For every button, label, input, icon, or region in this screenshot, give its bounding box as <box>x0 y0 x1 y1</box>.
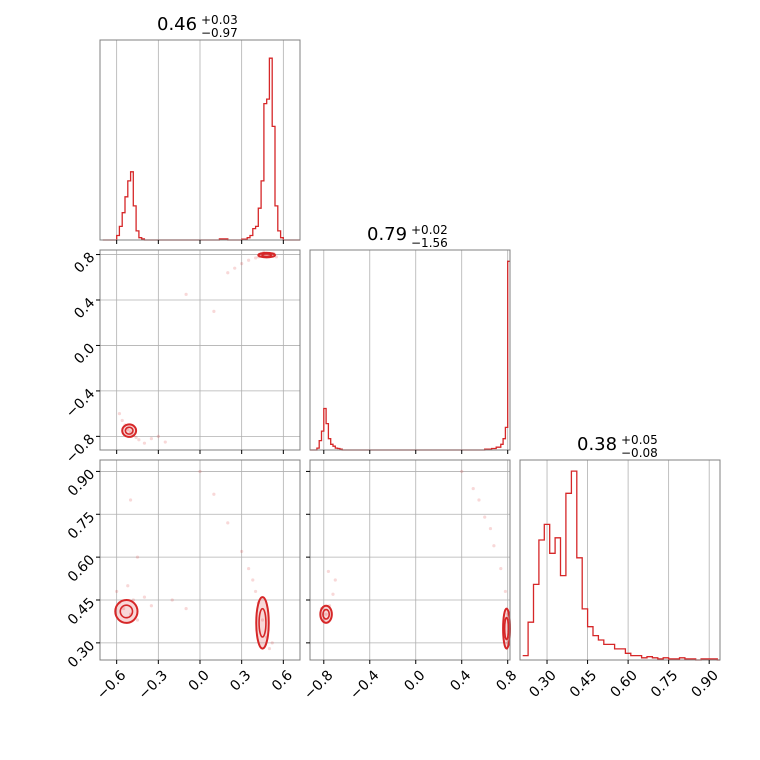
scatter-point <box>471 486 475 491</box>
scatter-point <box>253 256 258 260</box>
density-contour-outer <box>319 604 333 624</box>
density-contour-inner <box>322 608 331 620</box>
density-contour-outer <box>114 599 139 624</box>
scatter-point <box>184 606 188 611</box>
panel-frame <box>309 249 511 451</box>
scatter-point <box>333 578 337 582</box>
scatter-point <box>233 266 237 270</box>
scatter-point <box>492 544 496 548</box>
scatter-point <box>226 271 230 275</box>
histogram-step <box>310 260 510 451</box>
title-2-sup: +0.02 <box>411 223 448 237</box>
scatter-point <box>120 418 124 423</box>
panel-frame <box>519 459 721 661</box>
title-param-1: 0.46 +0.03 −0.97 <box>157 13 238 40</box>
density-contour-inner <box>261 253 273 258</box>
scatter-point <box>184 292 188 296</box>
scatter-point <box>135 555 140 559</box>
title-1-sub: −0.97 <box>201 26 238 40</box>
scatter-point <box>477 498 481 502</box>
scatter-point <box>115 589 119 594</box>
scatter-point <box>460 469 464 474</box>
density-contour-inner <box>258 607 267 638</box>
scatter-point <box>326 569 330 574</box>
scatter-point <box>260 618 265 622</box>
scatter-point <box>240 262 244 266</box>
scatter-point <box>212 492 216 496</box>
title-1-main: 0.46 <box>157 14 197 35</box>
scatter-point <box>126 584 130 588</box>
scatter-point <box>226 521 230 525</box>
scatter-point <box>142 595 147 599</box>
scatter-point <box>163 440 167 444</box>
density-contour-outer <box>121 423 138 438</box>
scatter-point <box>134 435 138 440</box>
scatter-point <box>128 498 133 502</box>
scatter-point <box>149 437 153 441</box>
scatter-point <box>128 430 133 434</box>
title-param-2: 0.79 +0.02 −1.56 <box>367 223 448 250</box>
scatter-point <box>251 578 255 582</box>
scatter-point <box>117 412 122 416</box>
density-contour-inner <box>503 616 510 641</box>
scatter-point <box>247 258 251 262</box>
scatter-point <box>324 612 328 616</box>
density-contour-inner <box>124 426 134 435</box>
scatter-point <box>149 604 153 608</box>
scatter-point <box>126 427 130 432</box>
panel-frame <box>309 459 511 661</box>
title-3-sub: −0.08 <box>621 446 658 460</box>
scatter-point <box>267 646 272 651</box>
title-2-main: 0.79 <box>367 224 407 245</box>
scatter-point <box>212 309 216 313</box>
density-contour-outer <box>255 596 270 650</box>
scatter-point <box>156 434 160 438</box>
panel-row2-col2 <box>309 249 511 454</box>
scatter-point <box>270 641 274 645</box>
scatter-point <box>170 598 174 602</box>
title-2-sub: −1.56 <box>411 236 448 250</box>
panel-row3-col3: 0.30 0.45 0.60 0.75 0.90 <box>519 459 722 701</box>
scatter-point <box>331 592 335 596</box>
density-contour-inner <box>119 604 134 619</box>
histogram-step <box>522 470 720 661</box>
scatter-point <box>122 606 126 611</box>
title-3-sup: +0.05 <box>621 433 658 447</box>
scatter-point <box>503 589 508 594</box>
scatter-point <box>240 549 244 554</box>
scatter-point <box>198 469 202 474</box>
scatter-point <box>137 438 141 442</box>
scatter-point <box>135 618 140 622</box>
scatter-point <box>247 566 251 571</box>
scatter-point <box>142 441 147 445</box>
histogram-step <box>102 57 300 241</box>
scatter-point <box>488 526 493 531</box>
scatter-point <box>483 515 487 519</box>
title-3-main: 0.38 <box>577 434 617 455</box>
scatter-point <box>499 566 503 571</box>
scatter-point <box>253 589 258 594</box>
panel-row1-col1 <box>99 39 301 244</box>
title-param-3: 0.38 +0.05 −0.08 <box>577 433 658 460</box>
title-1-sup: +0.03 <box>201 13 238 27</box>
